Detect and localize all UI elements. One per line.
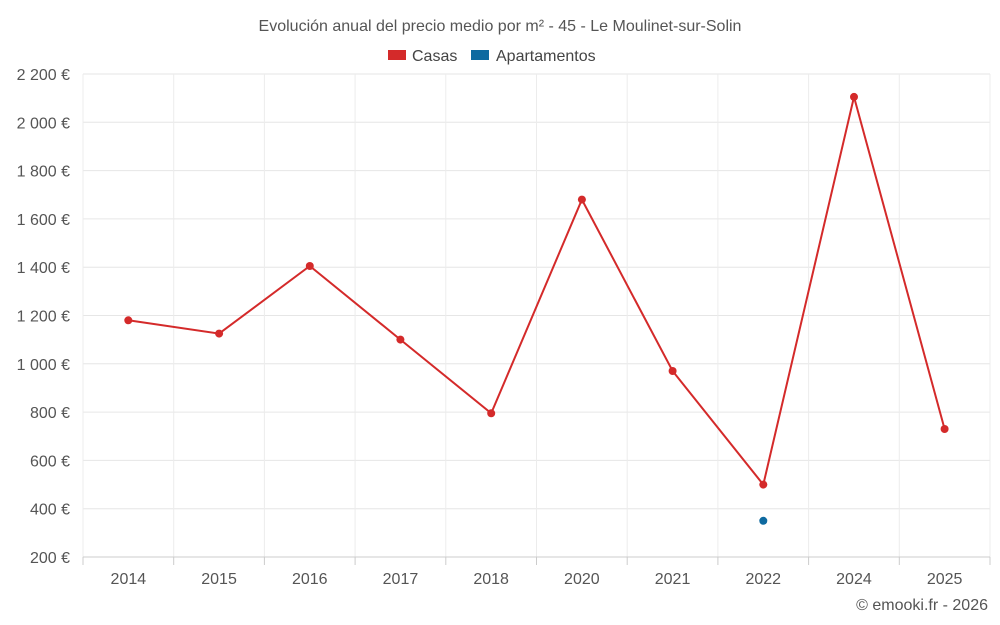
x-tick-label: 2022: [745, 571, 781, 588]
credit-text: © emooki.fr - 2026: [856, 597, 988, 614]
grid: [82, 73, 991, 558]
data-point-apartamentos[interactable]: [759, 516, 768, 525]
series-layer: [124, 92, 949, 525]
data-point-casas[interactable]: [215, 329, 224, 338]
y-tick-label: 1 200 €: [17, 309, 70, 326]
series-line-casas: [128, 96, 946, 487]
legend-swatch-apartamentos: [471, 50, 489, 60]
data-point-casas[interactable]: [396, 335, 405, 344]
legend: Casas Apartamentos: [388, 48, 596, 65]
y-tick-label: 2 200 €: [17, 67, 70, 84]
data-point-casas[interactable]: [305, 262, 314, 270]
x-tick-label: 2014: [111, 571, 147, 588]
y-tick-label: 1 400 €: [17, 260, 70, 277]
data-point-casas[interactable]: [487, 409, 496, 418]
y-tick-label: 800 €: [30, 405, 70, 422]
data-point-casas[interactable]: [668, 367, 677, 375]
y-tick-label: 600 €: [30, 453, 70, 470]
x-tick-label: 2016: [292, 571, 328, 588]
x-tick-label: 2015: [201, 571, 237, 588]
y-axis: 200 € 400 € 600 € 800 € 1 000 € 1 200 € 1 400 …: [17, 67, 70, 567]
legend-item-apartamentos[interactable]: Apartamentos: [471, 48, 596, 65]
data-point-casas[interactable]: [940, 425, 949, 433]
data-point-casas[interactable]: [577, 195, 586, 204]
y-tick-label: 1 000 €: [17, 357, 70, 374]
legend-item-casas[interactable]: Casas: [388, 48, 457, 65]
x-tick-label: 2018: [473, 571, 509, 588]
y-tick-label: 1 800 €: [17, 164, 70, 181]
y-tick-label: 400 €: [30, 502, 70, 519]
y-tick-label: 1 600 €: [17, 212, 70, 229]
legend-swatch-casas: [388, 50, 406, 60]
legend-label-casas: Casas: [412, 48, 457, 65]
x-tick-label: 2025: [927, 571, 963, 588]
x-tick-label: 2017: [383, 571, 419, 588]
x-axis: 2014 2015 2016 2017 2018 2020 2021 2022 2024 2025: [82, 556, 991, 588]
legend-label-apartamentos: Apartamentos: [496, 48, 596, 65]
data-point-casas[interactable]: [124, 316, 133, 325]
x-tick-label: 2024: [836, 571, 872, 588]
x-tick-label: 2020: [564, 571, 600, 588]
data-point-casas[interactable]: [850, 92, 858, 101]
chart-title: Evolución anual del precio medio por m² …: [259, 18, 742, 35]
y-tick-label: 200 €: [30, 550, 70, 567]
y-tick-label: 2 000 €: [17, 115, 70, 132]
x-tick-label: 2021: [655, 571, 691, 588]
data-point-casas[interactable]: [759, 480, 768, 489]
